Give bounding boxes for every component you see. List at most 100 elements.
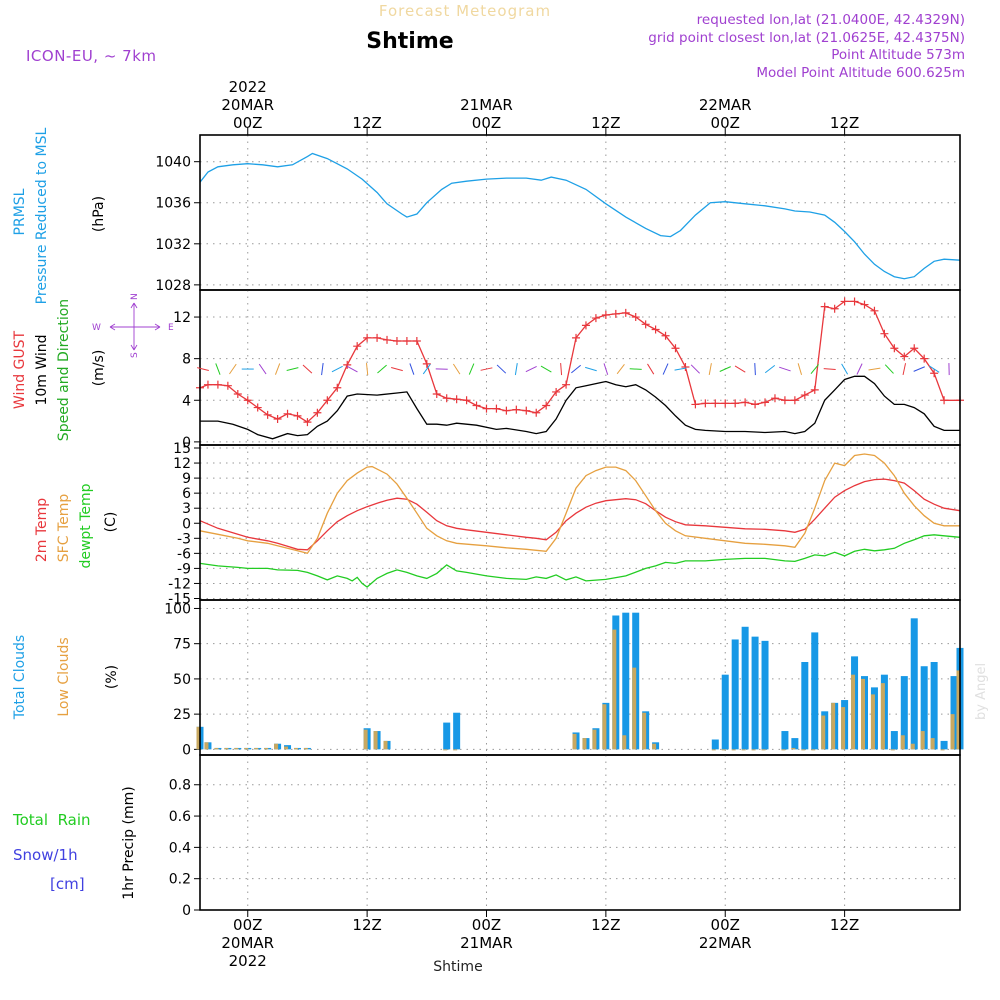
chart-title: Forecast Meteogram [379,2,551,20]
wind-direction-arrow [674,367,687,371]
low-cloud-bar [274,743,279,750]
total-cloud-bar [761,640,769,750]
compass-n: N [130,293,140,300]
low-cloud-bar [751,749,756,751]
gust-marker [810,385,819,394]
model-altitude: Model Point Altitude 600.625m [756,65,965,81]
top-tick-label: 12Z [591,114,620,132]
wind-direction-arrow [719,366,731,372]
temperature-series-dewpt [199,534,961,588]
gust-marker [572,333,581,342]
gust-marker [542,401,551,410]
gust-marker [373,333,382,342]
wind-direction-arrow [452,363,461,375]
wind-direction-arrow [540,365,552,373]
bottom-tick-label: 00Z [472,916,501,934]
wind-direction-arrow [810,364,819,375]
gust-marker [412,336,421,345]
gust-marker [940,396,949,405]
wind-direction-arrow [616,363,625,375]
wind-direction-arrow [286,367,299,371]
pressure-ytick-label: 1036 [155,196,191,212]
low-cloud-bar [900,735,905,750]
low-cloud-bar [234,747,239,750]
wind-series-wind [200,375,960,440]
gust-marker [751,400,760,409]
bottom-tick-label: 12Z [830,916,859,934]
low-cloud-bar [861,678,866,750]
gust-marker [641,320,650,329]
gust-marker [223,381,232,390]
wind-direction-arrow [560,363,563,376]
low-clouds-label: Low Clouds [56,637,72,716]
wind-direction-arrow [215,363,221,375]
total-cloud-bar [940,740,948,750]
compass-arrows [109,302,161,351]
total-cloud-bar [443,722,451,750]
gust-marker [611,309,620,318]
top-tick-label: 12Z [830,114,859,132]
low-cloud-bar [791,747,796,750]
low-cloud-bar [264,747,269,750]
gust-marker [780,396,789,405]
clouds-ytick-label: 50 [173,672,191,688]
precip-ytick-label: 0.6 [169,809,191,825]
wind-direction-arrow [902,363,907,376]
total-cloud-bar [900,676,908,750]
low-cloud-bar [801,749,806,751]
total-cloud-bar [741,626,749,750]
wind-direction-arrow [514,363,518,376]
gust-marker [601,310,610,319]
pressure-panel: PRMSL Pressure Reduced to MSL (hPa) 1028… [12,127,961,304]
pressure-ytick-label: 1032 [155,237,191,253]
low-cloud-bar [196,726,201,750]
gust-marker [701,399,710,408]
gust-marker [681,362,690,371]
cloud-unit: (%) [104,665,120,689]
requested-point: requested lon,lat (21.0400E, 42.4329N) [697,12,965,28]
total-cloud-bar [801,662,809,750]
direction-label: Speed and Direction [56,299,72,441]
gust-marker [233,390,242,399]
gust-marker [552,387,561,396]
gust-marker [721,399,730,408]
total-cloud-bar [910,618,918,750]
temperature-ytick-label: 0 [182,516,191,532]
clouds-ytick-label: 0 [182,742,191,758]
temperature-ytick-label: -6 [177,546,191,562]
pressure-frame [199,134,961,291]
wind-direction-arrow [302,364,313,374]
total-cloud-bar [751,636,759,750]
low-cloud-bar [711,749,716,751]
precip-ytick-label: 0 [182,903,191,919]
precip-ytick-label: 0.4 [169,840,191,856]
wind-unit: (m/s) [91,350,107,387]
wind-direction-arrow [913,366,925,372]
gust-marker [402,336,411,345]
gust-marker [850,297,859,306]
gust-marker [482,404,491,413]
total-cloud-bar [721,674,729,750]
wind-direction-arrow [365,363,369,376]
total-cloud-bar [930,662,938,750]
total-cloud-bar [622,612,630,750]
low-cloud-bar [652,743,657,750]
wind-direction-arrow [496,364,507,374]
low-cloud-bar [920,731,925,750]
wind-direction-arrow [708,363,712,376]
wind-direction-arrow [197,367,209,371]
low-cloud-bar [373,731,378,750]
low-cloud-bar [880,683,885,750]
gust-marker [711,399,720,408]
temperature-frame [199,444,961,601]
total-rain-label: Total Rain [12,811,91,829]
clouds-ytick-label: 25 [173,707,191,723]
low-cloud-bar [642,712,647,750]
total-cloud-bar [890,731,898,750]
pressure-ytick-label: 1040 [155,155,191,171]
low-cloud-bar [254,747,259,750]
credit: by Angel [974,663,989,720]
low-cloud-bar [204,742,209,750]
gust-marker [800,391,809,400]
